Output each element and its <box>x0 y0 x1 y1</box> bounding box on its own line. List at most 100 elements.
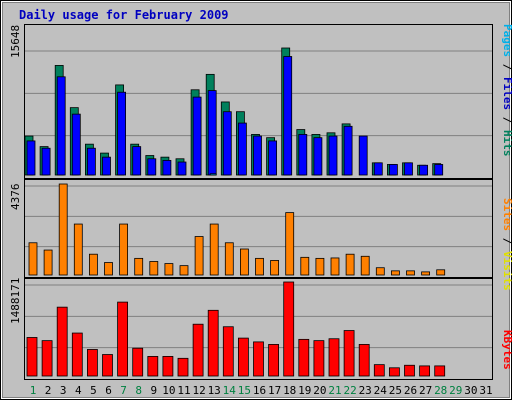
bar-kbytes <box>373 364 385 377</box>
x-tick-label: 10 <box>162 384 175 397</box>
bar-pages <box>209 173 217 176</box>
bar-files <box>26 140 36 176</box>
grid-lines <box>25 50 492 349</box>
x-tick-label: 5 <box>90 384 97 397</box>
x-tick-label: 6 <box>105 384 112 397</box>
bar-files <box>117 91 126 176</box>
bar-kbytes <box>419 365 431 377</box>
bar-kbytes <box>132 347 144 377</box>
bot-max-label: 1488171 <box>9 278 22 324</box>
bar-sites <box>89 253 98 276</box>
bar-files <box>343 125 353 176</box>
x-tick-label: 7 <box>120 384 127 397</box>
bar-sites <box>28 242 38 276</box>
bar-files <box>207 90 217 176</box>
top-max-label: 15648 <box>9 25 22 58</box>
bar-sites <box>119 223 128 276</box>
bar-files <box>358 135 368 176</box>
x-tick-label: 11 <box>177 384 190 397</box>
bar-sites <box>390 270 400 276</box>
x-tick-label: 30 <box>464 384 477 397</box>
x-tick-labels: 1 2 3 4 5 6 7 8 9 10 11 12 13 14 15 16 17 18 19 20 21 22 23 24 2… <box>30 384 493 397</box>
panels-group <box>24 24 493 380</box>
legend-sites-visits: Sites / Visits <box>501 198 512 291</box>
bar-files <box>177 161 187 176</box>
bar-sites <box>345 253 355 276</box>
bar-sites <box>239 248 249 276</box>
bar-kbytes <box>71 332 83 377</box>
legend-part-mid-1: / <box>501 231 512 251</box>
bar-kbytes <box>56 306 68 377</box>
x-tick-label: 24 <box>374 384 388 397</box>
legend-part-mid-0: Sites <box>501 198 512 231</box>
bar-sites <box>315 257 325 276</box>
bar-kbytes <box>268 344 280 377</box>
bar-files <box>298 134 308 176</box>
bar-sites <box>360 255 370 276</box>
bar-kbytes <box>404 364 415 377</box>
legend-part-top-2: Files <box>501 77 512 110</box>
bar-sites <box>104 262 113 276</box>
bar-sites <box>255 257 264 276</box>
bar-sites <box>194 236 204 276</box>
bar-kbytes <box>207 309 219 377</box>
bar-sites <box>164 263 174 276</box>
x-tick-label: 25 <box>389 384 402 397</box>
x-tick-label: 8 <box>135 384 142 397</box>
bar-sites <box>134 257 144 276</box>
legend-hits-files-pages: Pages / Files / Hits <box>501 24 512 157</box>
bar-kbytes <box>313 340 325 377</box>
x-tick-label: 27 <box>419 384 432 397</box>
bar-kbytes <box>26 337 38 377</box>
bar-files <box>419 164 429 176</box>
x-tick-label: 3 <box>60 384 67 397</box>
bar-sites <box>436 269 446 276</box>
x-tick-label: 12 <box>192 384 205 397</box>
bar-files <box>147 158 157 176</box>
legend-kbytes: KBytes <box>501 330 512 370</box>
x-tick-label: 15 <box>238 384 251 397</box>
x-tick-label: 14 <box>223 384 237 397</box>
bar-sites <box>224 242 234 276</box>
bar-kbytes <box>434 365 446 377</box>
bar-kbytes <box>162 356 174 377</box>
bar-kbytes <box>117 301 128 377</box>
bar-files <box>328 135 338 176</box>
x-tick-label: 9 <box>150 384 157 397</box>
legend-part-top-0: Pages <box>501 24 512 57</box>
bar-kbytes <box>222 326 234 377</box>
bar-kbytes <box>177 357 189 377</box>
bar-files <box>132 146 142 176</box>
x-tick-label: 13 <box>208 384 221 397</box>
bar-files <box>404 162 413 176</box>
x-tick-label: 21 <box>328 384 341 397</box>
bar-files <box>192 96 202 176</box>
x-tick-label: 22 <box>343 384 356 397</box>
bar-kbytes <box>237 337 249 377</box>
x-tick-label: 2 <box>45 384 52 397</box>
bar-sites <box>73 223 83 276</box>
bar-sites <box>406 270 415 276</box>
bar-sites <box>285 212 295 276</box>
x-tick-label: 1 <box>30 384 37 397</box>
bar-sites <box>43 249 53 276</box>
bar-sites <box>149 261 159 276</box>
bar-sites <box>270 260 280 276</box>
bar-sites <box>300 256 310 276</box>
bar-sites <box>375 267 385 276</box>
bar-sites <box>179 265 189 276</box>
chart-title: Daily usage for February 2009 <box>19 8 229 22</box>
legend-part-top-1: / <box>501 57 512 77</box>
bar-kbytes <box>87 349 98 377</box>
bar-files <box>41 147 51 176</box>
bar-files <box>388 164 398 176</box>
legend-part-mid-2: Visits <box>501 251 512 291</box>
bar-kbytes <box>192 323 204 377</box>
bar-files <box>313 137 323 176</box>
bar-files <box>162 159 172 176</box>
bar-files <box>434 164 444 176</box>
x-tick-label: 20 <box>313 384 326 397</box>
